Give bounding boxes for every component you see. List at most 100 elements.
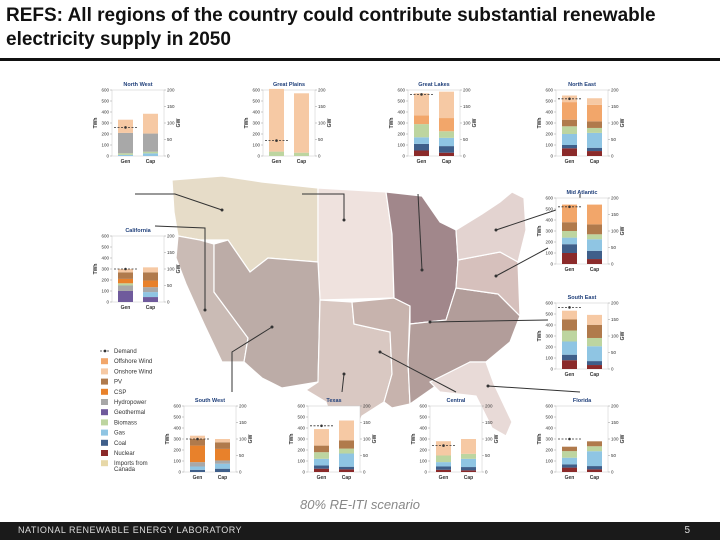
x-label-mid-atlantic-cap: Cap [590,267,599,273]
legend-swatch-pv [101,378,108,385]
bar-south-west-cap-gas [215,463,230,469]
left-tick-label-mid-atlantic-200: 200 [545,240,553,245]
bar-south-west-gen-hydropower [190,462,205,467]
leader-tip-florida [486,384,490,388]
right-tick-label-great-plains-100: 100 [318,121,326,126]
left-tick-label-south-west-200: 200 [173,448,181,453]
bar-south-east-cap-nuclear [587,365,602,369]
left-tick-label-south-east-600: 600 [545,301,553,306]
right-axis-label-north-east: GW [620,118,626,127]
bar-california-gen-biomass [118,283,133,286]
bar-texas-gen-pv [314,445,329,453]
right-tick-label-mid-atlantic-50: 50 [611,245,617,250]
leader-great-plains [302,193,345,220]
bar-south-west-gen-gas [190,466,205,470]
left-tick-label-mid-atlantic-0: 0 [550,262,553,267]
left-tick-label-california-200: 200 [101,278,109,283]
bar-great-lakes-cap-biomass [439,131,454,138]
region-north-east [455,191,527,263]
demand-marker-california [124,267,127,271]
bar-north-east-cap-gas [587,132,602,148]
left-tick-label-great-lakes-200: 200 [397,132,405,137]
left-tick-label-north-west-300: 300 [101,121,109,126]
slide-title: REFS: All regions of the country could c… [6,5,656,50]
right-tick-label-great-lakes-50: 50 [463,137,469,142]
panel-title-south-west: South West [195,398,225,404]
bar-texas-gen-biomass [314,452,329,459]
left-tick-label-north-east-500: 500 [545,99,553,104]
left-axis-label-south-east: TWh [537,331,543,342]
left-tick-label-south-west-400: 400 [173,426,181,431]
legend-marker-demand [103,349,107,353]
bar-north-west-cap-gas [143,153,158,156]
legend-label-coal: Coal [114,441,126,447]
left-tick-label-texas-500: 500 [297,415,305,420]
bar-south-east-cap-coal [587,361,602,366]
left-tick-label-south-east-500: 500 [545,312,553,317]
bar-great-plains-gen-onshore-wind [269,88,284,152]
bar-south-west-gen-onshore-wind [190,435,205,439]
left-tick-label-great-lakes-600: 600 [397,88,405,93]
right-tick-label-california-0: 0 [167,300,170,305]
bar-south-east-gen-onshore-wind [562,310,577,320]
right-tick-label-mid-atlantic-0: 0 [611,262,614,267]
panel-title-great-lakes: Great Lakes [418,82,450,88]
bar-florida-cap-gas [587,451,602,467]
right-tick-label-florida-0: 0 [611,470,614,475]
bar-south-east-cap-pv [587,324,602,338]
bar-mid-atlantic-gen-biomass [562,231,577,238]
legend-label-csp: CSP [114,390,126,396]
right-tick-label-great-lakes-0: 0 [463,154,466,159]
left-axis-label-great-lakes: TWh [389,118,395,129]
right-tick-label-texas-100: 100 [363,437,371,442]
bar-central-cap-coal [461,467,476,471]
right-tick-label-great-plains-200: 200 [318,88,326,93]
legend-swatch-imports-from-canada [101,460,108,467]
bar-texas-cap-onshore-wind [339,420,354,441]
x-label-north-west-cap: Cap [146,159,155,165]
right-axis-label-south-west: GW [248,434,254,443]
left-tick-label-south-east-300: 300 [545,334,553,339]
right-tick-label-south-east-100: 100 [611,334,619,339]
page-number: 5 [684,525,690,536]
left-tick-label-great-lakes-300: 300 [397,121,405,126]
right-tick-label-texas-50: 50 [363,453,369,458]
x-label-great-lakes-gen: Gen [417,159,427,165]
bar-south-east-gen-biomass [562,330,577,342]
bar-great-plains-cap-onshore-wind [294,93,309,153]
left-tick-label-california-500: 500 [101,245,109,250]
left-axis-label-south-west: TWh [165,434,171,445]
left-tick-label-florida-600: 600 [545,404,553,409]
left-tick-label-texas-0: 0 [302,470,305,475]
panel-great-plains: Great Plains 0 100 200 300 400 500 600 0 50 100 150… [244,82,333,165]
right-axis-label-california: GW [176,264,182,273]
bar-south-east-gen-pv [562,319,577,331]
footer-bar: NATIONAL RENEWABLE ENERGY LABORATORY 5 [0,522,720,540]
leader-tip-central [378,350,382,354]
bar-north-west-gen-hydropower [118,132,133,154]
left-tick-label-mid-atlantic-500: 500 [545,207,553,212]
left-axis-label-texas: TWh [289,434,295,445]
leader-south-east [429,319,549,323]
legend-swatch-biomass [101,419,108,426]
left-tick-label-florida-300: 300 [545,437,553,442]
region-bar-panels: North West010020030040050060005010015020… [93,82,626,481]
right-tick-label-california-200: 200 [167,234,175,239]
left-tick-label-texas-200: 200 [297,448,305,453]
left-tick-label-mid-atlantic-100: 100 [545,251,553,256]
bar-mid-atlantic-gen-gas [562,237,577,245]
demand-marker-texas [320,424,323,428]
bar-great-lakes-cap-onshore-wind [439,91,454,119]
bar-great-lakes-gen-coal [414,143,429,151]
left-tick-label-north-east-200: 200 [545,132,553,137]
right-tick-label-florida-100: 100 [611,437,619,442]
left-tick-label-texas-400: 400 [297,426,305,431]
bar-south-west-cap-onshore-wind [215,439,230,443]
legend-swatch-csp [101,388,108,395]
leader-florida [487,385,581,393]
bar-texas-cap-coal [339,466,354,470]
right-tick-label-south-east-200: 200 [611,301,619,306]
bar-california-cap-hydropower [143,287,158,293]
panel-north-west: North West 0 100 200 300 400 500 600 0 50 100 150 20… [93,82,182,165]
